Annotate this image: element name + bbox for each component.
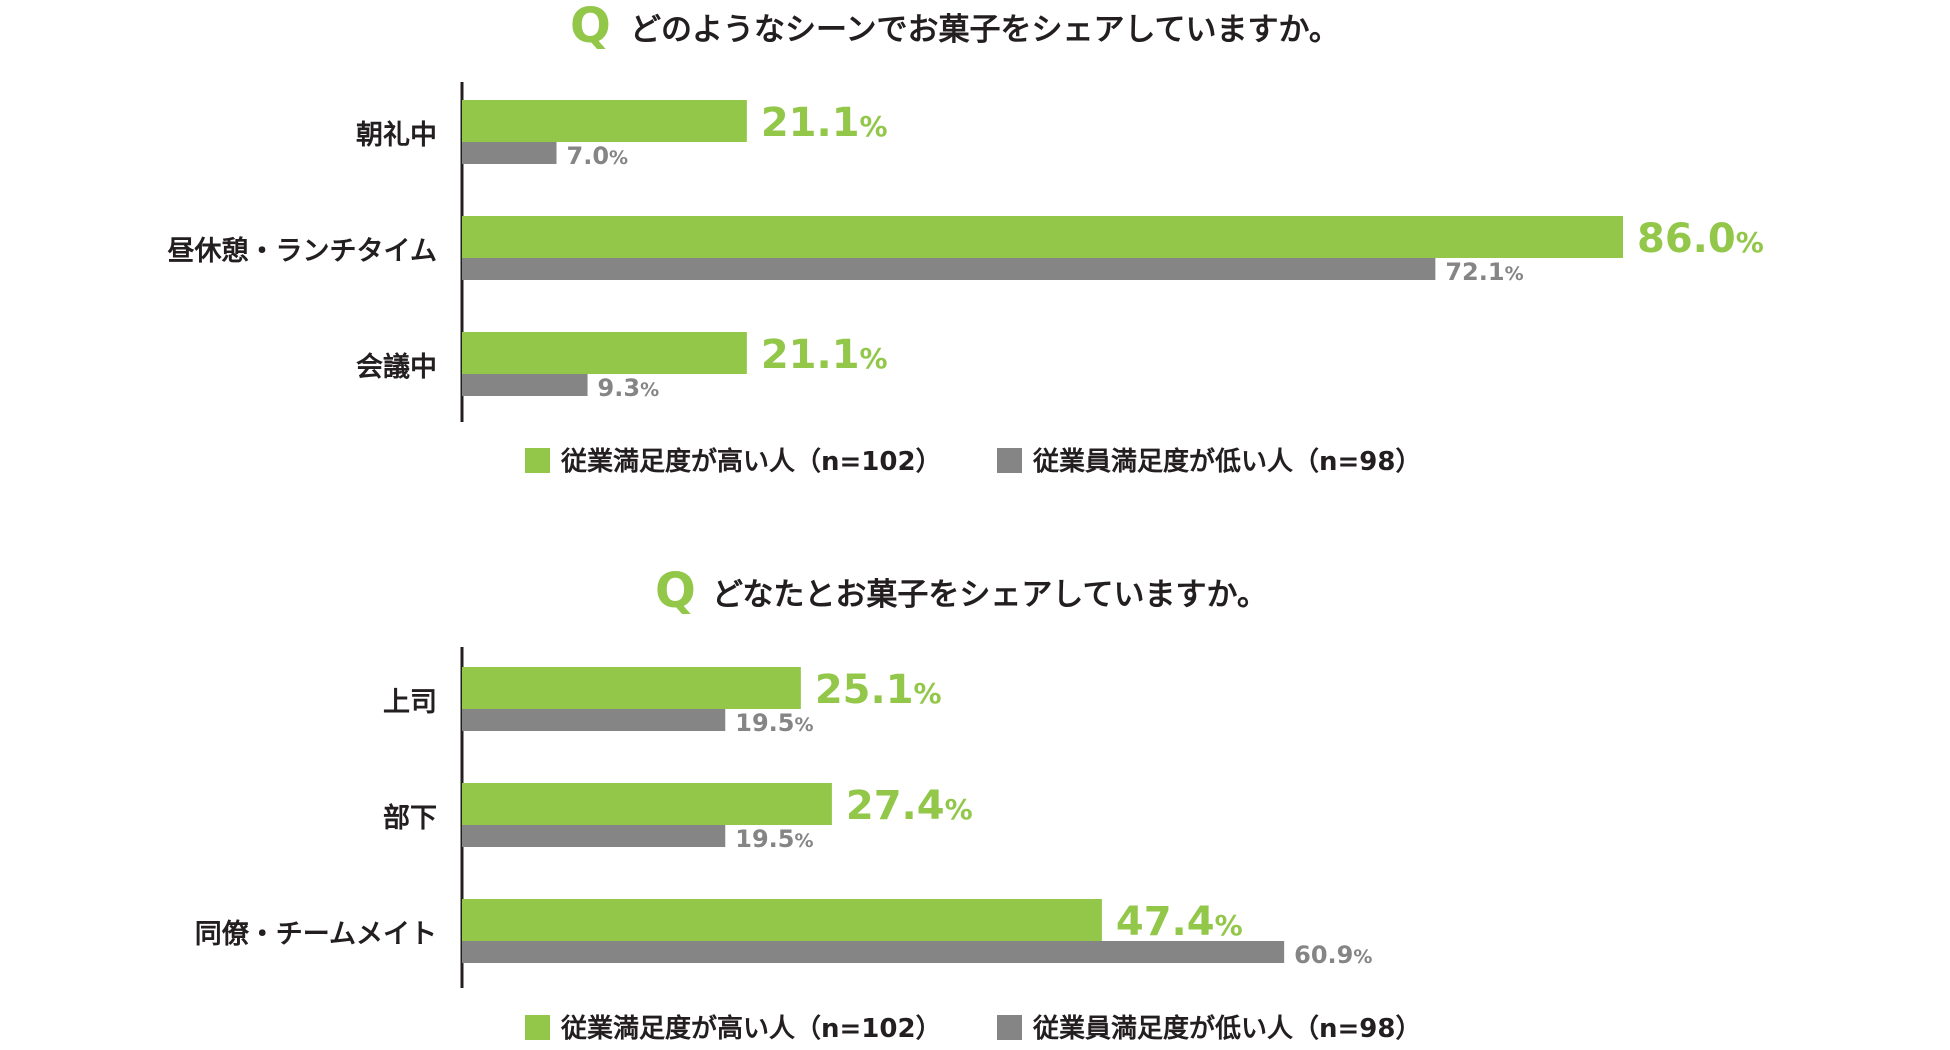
data-label-low-unit: % <box>794 830 813 852</box>
legend-label-high: 従業満足度が高い人（n=102） <box>560 446 942 477</box>
chart-2: Q どなたとお菓子をシェアしていますか。上司 25.1%19.5%部下 27.4%19… <box>195 563 1422 1044</box>
data-label-low: 19.5% <box>735 825 813 853</box>
data-label-high: 21.1% <box>761 100 888 146</box>
data-label-low-value: 7.0 <box>567 142 610 170</box>
bar-low-satisfaction <box>462 258 1436 280</box>
data-label-high-value: 21.1 <box>761 332 860 378</box>
chart-title: どなたとお菓子をシェアしていますか。 <box>712 577 1268 613</box>
category-group: 朝礼中 21.1%7.0% <box>356 100 888 170</box>
data-label-high: 27.4% <box>846 783 973 829</box>
legend-swatch-low <box>997 448 1022 473</box>
category-group: 上司 25.1%19.5% <box>383 667 942 737</box>
data-label-low-unit: % <box>1353 946 1372 968</box>
bar-low-satisfaction <box>462 374 588 396</box>
bar-high-satisfaction <box>462 216 1623 258</box>
bar-low-satisfaction <box>462 142 557 164</box>
category-label: 同僚・チームメイト <box>195 919 437 950</box>
data-label-high-unit: % <box>1736 226 1764 259</box>
category-label: 上司 <box>383 687 437 718</box>
data-label-low-value: 72.1 <box>1445 258 1504 286</box>
bar-high-satisfaction <box>462 783 832 825</box>
data-label-low-unit: % <box>640 379 659 401</box>
bar-high-satisfaction <box>462 667 801 709</box>
data-label-high-unit: % <box>860 342 888 375</box>
data-label-low: 72.1% <box>1445 258 1523 286</box>
data-label-low: 7.0% <box>567 142 629 170</box>
data-label-low: 9.3% <box>598 374 660 402</box>
legend: 従業満足度が高い人（n=102） 従業員満足度が低い人（n=98） <box>525 1013 1421 1044</box>
data-label-high: 25.1% <box>815 667 942 713</box>
data-label-high-unit: % <box>1215 909 1243 942</box>
data-label-low: 60.9% <box>1294 941 1372 969</box>
legend: 従業満足度が高い人（n=102） 従業員満足度が低い人（n=98） <box>525 446 1421 477</box>
data-label-low-value: 19.5 <box>735 709 794 737</box>
legend-label-low: 従業員満足度が低い人（n=98） <box>1032 1013 1421 1044</box>
category-group: 昼休憩・ランチタイム 86.0%72.1% <box>168 216 1764 286</box>
question-mark-icon: Q <box>655 563 696 619</box>
bar-low-satisfaction <box>462 825 726 847</box>
legend-label-high: 従業満足度が高い人（n=102） <box>560 1013 942 1044</box>
bar-low-satisfaction <box>462 709 726 731</box>
data-label-low: 19.5% <box>735 709 813 737</box>
category-group: 同僚・チームメイト 47.4%60.9% <box>195 899 1372 969</box>
question-mark-icon: Q <box>570 0 611 54</box>
category-label: 朝礼中 <box>356 119 437 151</box>
category-group: 会議中 21.1%9.3% <box>356 332 888 402</box>
category-label: 部下 <box>383 802 437 834</box>
legend-swatch-high <box>525 1015 550 1040</box>
bar-high-satisfaction <box>462 899 1102 941</box>
data-label-high-unit: % <box>860 110 888 143</box>
bar-high-satisfaction <box>462 332 747 374</box>
category-label: 昼休憩・ランチタイム <box>168 235 437 267</box>
data-label-low-unit: % <box>794 714 813 736</box>
data-label-low-value: 19.5 <box>735 825 794 853</box>
data-label-low-unit: % <box>1505 263 1524 285</box>
category-label: 会議中 <box>356 352 437 383</box>
data-label-high-value: 27.4 <box>846 783 945 829</box>
data-label-high-value: 86.0 <box>1637 216 1736 262</box>
legend-swatch-high <box>525 448 550 473</box>
data-label-low-value: 60.9 <box>1294 941 1353 969</box>
chart-1: Q どのようなシーンでお菓子をシェアしていますか。朝礼中 21.1%7.0%昼休憩・… <box>168 0 1764 477</box>
data-label-high: 86.0% <box>1637 216 1764 262</box>
data-label-high-value: 21.1 <box>761 100 860 146</box>
data-label-high-value: 25.1 <box>815 667 914 713</box>
bar-low-satisfaction <box>462 941 1285 963</box>
data-label-low-value: 9.3 <box>598 374 641 402</box>
data-label-high-value: 47.4 <box>1116 899 1215 945</box>
legend-label-low: 従業員満足度が低い人（n=98） <box>1032 446 1421 477</box>
bar-high-satisfaction <box>462 100 747 142</box>
data-label-high-unit: % <box>945 793 973 826</box>
data-label-low-unit: % <box>609 147 628 169</box>
legend-swatch-low <box>997 1015 1022 1040</box>
category-group: 部下 27.4%19.5% <box>383 783 973 853</box>
data-label-high: 47.4% <box>1116 899 1243 945</box>
chart-title: どのようなシーンでお菓子をシェアしていますか。 <box>630 12 1340 48</box>
data-label-high: 21.1% <box>761 332 888 378</box>
data-label-high-unit: % <box>914 677 942 710</box>
